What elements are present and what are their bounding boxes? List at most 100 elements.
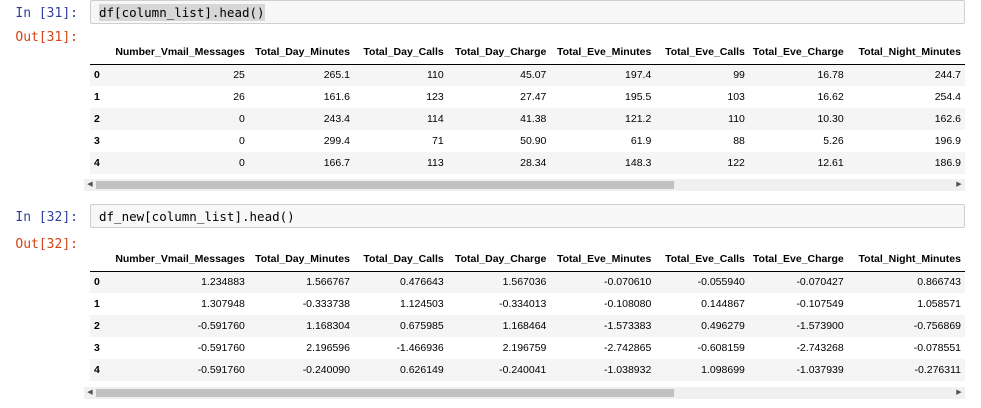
table-row: 3 0 299.4 71 50.90 61.9 88 5.26 196.9 <box>90 130 965 152</box>
table-cell: 25 <box>233 69 245 82</box>
table-cell: 0.496279 <box>701 320 745 332</box>
index-header <box>90 241 112 272</box>
row-index: 4 <box>94 364 100 376</box>
table-row: 4 0 166.7 113 28.34 148.3 122 12.61 186.9 <box>90 152 965 174</box>
table-cell: 2.196759 <box>502 342 547 354</box>
table-cell: -0.608159 <box>697 342 745 354</box>
table-cell: -0.240041 <box>499 364 547 376</box>
column-header: Total_Day_Minutes <box>248 241 354 272</box>
table-cell: -2.742865 <box>604 342 652 354</box>
scrollbar-thumb[interactable] <box>96 389 674 397</box>
table-cell: -0.333738 <box>302 298 350 310</box>
row-index: 3 <box>94 135 100 147</box>
column-header: Total_Day_Calls <box>353 241 448 272</box>
table-cell: 148.3 <box>625 157 652 169</box>
column-header: Total_Eve_Minutes <box>550 241 656 272</box>
input-prompt: In [31]: <box>15 6 78 21</box>
table-cell: 114 <box>426 113 444 125</box>
table-cell: -0.240090 <box>302 364 350 376</box>
table-cell: 1.098699 <box>701 364 745 376</box>
table-cell: 0.626149 <box>399 364 444 376</box>
column-header: Total_Day_Charge <box>447 241 551 272</box>
table-cell: 12.61 <box>817 157 844 169</box>
table-row: 0 1.234883 1.566767 0.476643 1.567036 -0.0706… <box>90 271 965 293</box>
table-cell: 1.168304 <box>306 320 350 332</box>
table-cell: 113 <box>426 157 444 169</box>
table-cell: 45.07 <box>520 69 547 82</box>
table-cell: 1.234883 <box>201 276 245 289</box>
table-cell: 197.4 <box>625 69 652 82</box>
table-cell: 0 <box>239 157 245 169</box>
index-header <box>90 34 112 65</box>
scroll-left-arrow-icon[interactable]: ◀ <box>87 389 93 396</box>
table-cell: -2.743268 <box>796 342 844 354</box>
table-cell: -1.038932 <box>604 364 652 376</box>
table-cell: 1.124503 <box>399 298 444 310</box>
dataframe-output: Number_Vmail_Messages Total_Day_Minutes To… <box>90 241 965 383</box>
table-row: 2 0 243.4 114 41.38 121.2 110 10.30 162.6 <box>90 108 965 130</box>
table-cell: 195.5 <box>625 91 652 103</box>
horizontal-scrollbar[interactable]: ◀ ▶ <box>84 387 965 399</box>
row-index: 4 <box>94 157 100 169</box>
table-cell: 166.7 <box>323 157 350 169</box>
table-cell: -0.756869 <box>913 320 961 332</box>
table-cell: -0.591760 <box>197 342 245 354</box>
table-cell: 0.675985 <box>399 320 444 332</box>
table-cell: 254.4 <box>934 91 961 103</box>
table-cell: 71 <box>432 135 444 147</box>
table-cell: 1.307948 <box>201 298 245 310</box>
row-index: 2 <box>94 113 100 125</box>
code-text[interactable]: df[column_list].head() <box>99 4 265 21</box>
scroll-left-arrow-icon[interactable]: ◀ <box>87 181 93 188</box>
scrollbar-thumb[interactable] <box>96 181 674 189</box>
table-cell: -1.037939 <box>796 364 844 376</box>
horizontal-scrollbar[interactable]: ◀ ▶ <box>84 179 965 191</box>
header-row: Number_Vmail_Messages Total_Day_Minutes To… <box>90 34 965 65</box>
table-cell: 16.78 <box>817 69 844 82</box>
table-cell: 0 <box>239 113 245 125</box>
column-header: Total_Eve_Charge <box>748 241 848 272</box>
table-cell: 123 <box>426 91 444 103</box>
row-index: 0 <box>94 276 100 289</box>
table-cell: 26 <box>233 91 245 103</box>
table-cell: 50.90 <box>520 135 547 147</box>
column-header: Total_Eve_Minutes <box>550 34 656 65</box>
row-index: 2 <box>94 320 100 332</box>
table-cell: 0.866743 <box>917 276 961 289</box>
column-header: Total_Eve_Calls <box>655 34 749 65</box>
table-cell: 110 <box>426 69 444 82</box>
table-row: 3 -0.591760 2.196596 -1.466936 2.196759 -2.74… <box>90 337 965 359</box>
row-index: 3 <box>94 342 100 354</box>
scroll-right-arrow-icon[interactable]: ▶ <box>956 389 962 396</box>
column-header: Total_Night_Minutes <box>847 241 965 272</box>
scroll-right-arrow-icon[interactable]: ▶ <box>956 181 962 188</box>
table-cell: -1.466936 <box>396 342 444 354</box>
column-header: Total_Eve_Charge <box>748 34 848 65</box>
table-cell: -1.573383 <box>604 320 652 332</box>
output-prompt: Out[32]: <box>15 237 78 252</box>
table-cell: -0.078551 <box>913 342 961 354</box>
table-cell: 265.1 <box>323 69 350 82</box>
table-cell: -0.591760 <box>197 320 245 332</box>
table-cell: 243.4 <box>323 113 350 125</box>
table-cell: 186.9 <box>934 157 961 169</box>
table-cell: -1.573900 <box>796 320 844 332</box>
dataframe-table: Number_Vmail_Messages Total_Day_Minutes To… <box>90 241 965 381</box>
table-cell: 16.62 <box>817 91 844 103</box>
code-text[interactable]: df_new[column_list].head() <box>99 209 295 224</box>
dataframe-output: Number_Vmail_Messages Total_Day_Minutes To… <box>90 34 965 176</box>
table-row: 4 -0.591760 -0.240090 0.626149 -0.240041 -1.0… <box>90 359 965 381</box>
table-cell: 1.567036 <box>502 276 547 289</box>
code-cell-editor[interactable]: df_new[column_list].head() <box>90 204 965 228</box>
code-cell-editor[interactable]: df[column_list].head() <box>90 0 965 24</box>
input-prompt: In [32]: <box>15 210 78 225</box>
table-row: 2 -0.591760 1.168304 0.675985 1.168464 -1.573… <box>90 315 965 337</box>
table-cell: -0.055940 <box>697 276 745 289</box>
table-cell: 28.34 <box>520 157 547 169</box>
table-cell: 41.38 <box>520 113 547 125</box>
table-cell: 2.196596 <box>306 342 350 354</box>
table-cell: 5.26 <box>823 135 844 147</box>
table-cell: -0.591760 <box>197 364 245 376</box>
table-cell: 99 <box>733 69 745 82</box>
column-header: Number_Vmail_Messages <box>111 241 249 272</box>
